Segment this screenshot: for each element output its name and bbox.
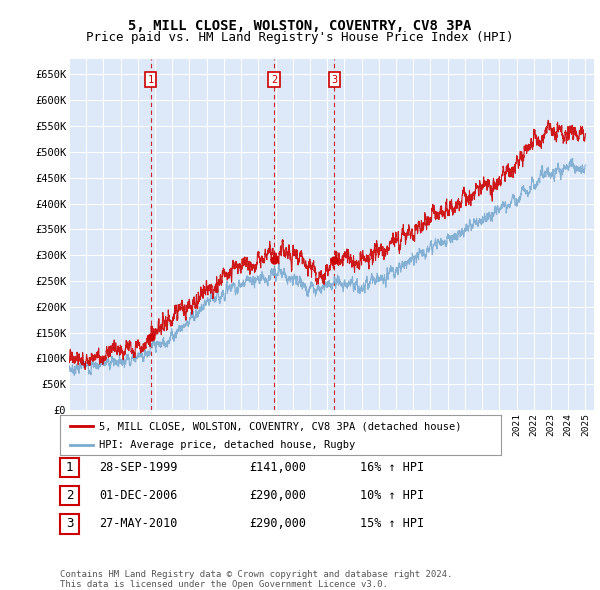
Text: 28-SEP-1999: 28-SEP-1999: [99, 461, 178, 474]
Text: 3: 3: [66, 517, 73, 530]
Text: 15% ↑ HPI: 15% ↑ HPI: [360, 517, 424, 530]
Text: 16% ↑ HPI: 16% ↑ HPI: [360, 461, 424, 474]
Text: 5, MILL CLOSE, WOLSTON, COVENTRY, CV8 3PA (detached house): 5, MILL CLOSE, WOLSTON, COVENTRY, CV8 3P…: [99, 421, 461, 431]
Text: £290,000: £290,000: [249, 517, 306, 530]
Text: 5, MILL CLOSE, WOLSTON, COVENTRY, CV8 3PA: 5, MILL CLOSE, WOLSTON, COVENTRY, CV8 3P…: [128, 19, 472, 33]
Text: £141,000: £141,000: [249, 461, 306, 474]
Text: 2: 2: [66, 489, 73, 502]
Text: 01-DEC-2006: 01-DEC-2006: [99, 489, 178, 502]
Text: Contains HM Land Registry data © Crown copyright and database right 2024.
This d: Contains HM Land Registry data © Crown c…: [60, 570, 452, 589]
Text: Price paid vs. HM Land Registry's House Price Index (HPI): Price paid vs. HM Land Registry's House …: [86, 31, 514, 44]
Text: HPI: Average price, detached house, Rugby: HPI: Average price, detached house, Rugb…: [99, 441, 355, 450]
Text: £290,000: £290,000: [249, 489, 306, 502]
Text: 10% ↑ HPI: 10% ↑ HPI: [360, 489, 424, 502]
Text: 2: 2: [271, 75, 277, 85]
Text: 1: 1: [148, 75, 154, 85]
Text: 3: 3: [331, 75, 337, 85]
Text: 1: 1: [66, 461, 73, 474]
Text: 27-MAY-2010: 27-MAY-2010: [99, 517, 178, 530]
